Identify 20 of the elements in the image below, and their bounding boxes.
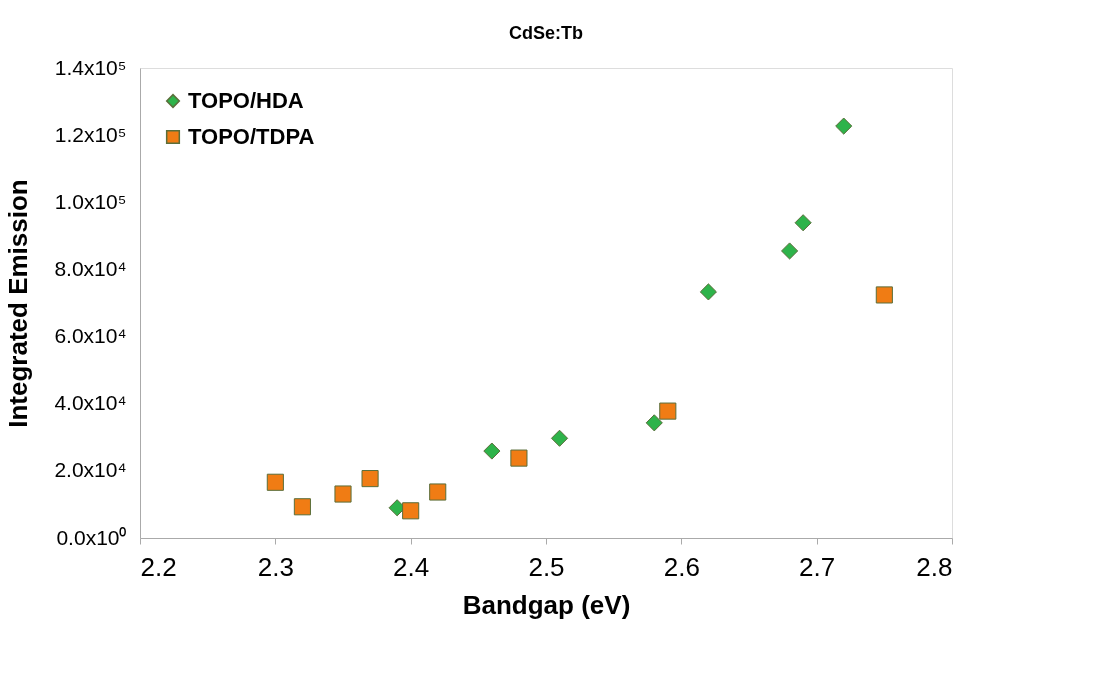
x-tick-label: 2.4 bbox=[393, 551, 430, 582]
y-tick-label: 0.0x10⁰ bbox=[56, 525, 127, 549]
x-tick-label: 2.8 bbox=[916, 551, 953, 582]
x-tick-label: 2.7 bbox=[799, 551, 836, 582]
y-tick-label: 1.2x10⁵ bbox=[54, 122, 127, 146]
y-tick-label: 4.0x10⁴ bbox=[54, 391, 127, 415]
y-tick-label: 6.0x10⁴ bbox=[54, 324, 127, 348]
y-tick-label: 2.0x10⁴ bbox=[54, 458, 127, 482]
x-axis-title: Bandgap (eV) bbox=[462, 589, 631, 620]
y-tick-label: 1.0x10⁵ bbox=[54, 189, 127, 213]
x-tick-label: 2.6 bbox=[663, 551, 700, 582]
legend-label: TOPO/HDA bbox=[188, 88, 304, 113]
x-tick-label: 2.3 bbox=[257, 551, 294, 582]
x-tick-label: 2.5 bbox=[528, 551, 565, 582]
legend-label: TOPO/TDPA bbox=[188, 124, 315, 149]
x-tick-label: 2.2 bbox=[140, 551, 177, 582]
y-axis-title: Integrated Emission bbox=[3, 179, 34, 428]
y-tick-label: 8.0x10⁴ bbox=[54, 256, 127, 280]
chart-title: CdSe:Tb bbox=[509, 23, 583, 43]
y-tick-label: 1.4x10⁵ bbox=[54, 55, 127, 79]
